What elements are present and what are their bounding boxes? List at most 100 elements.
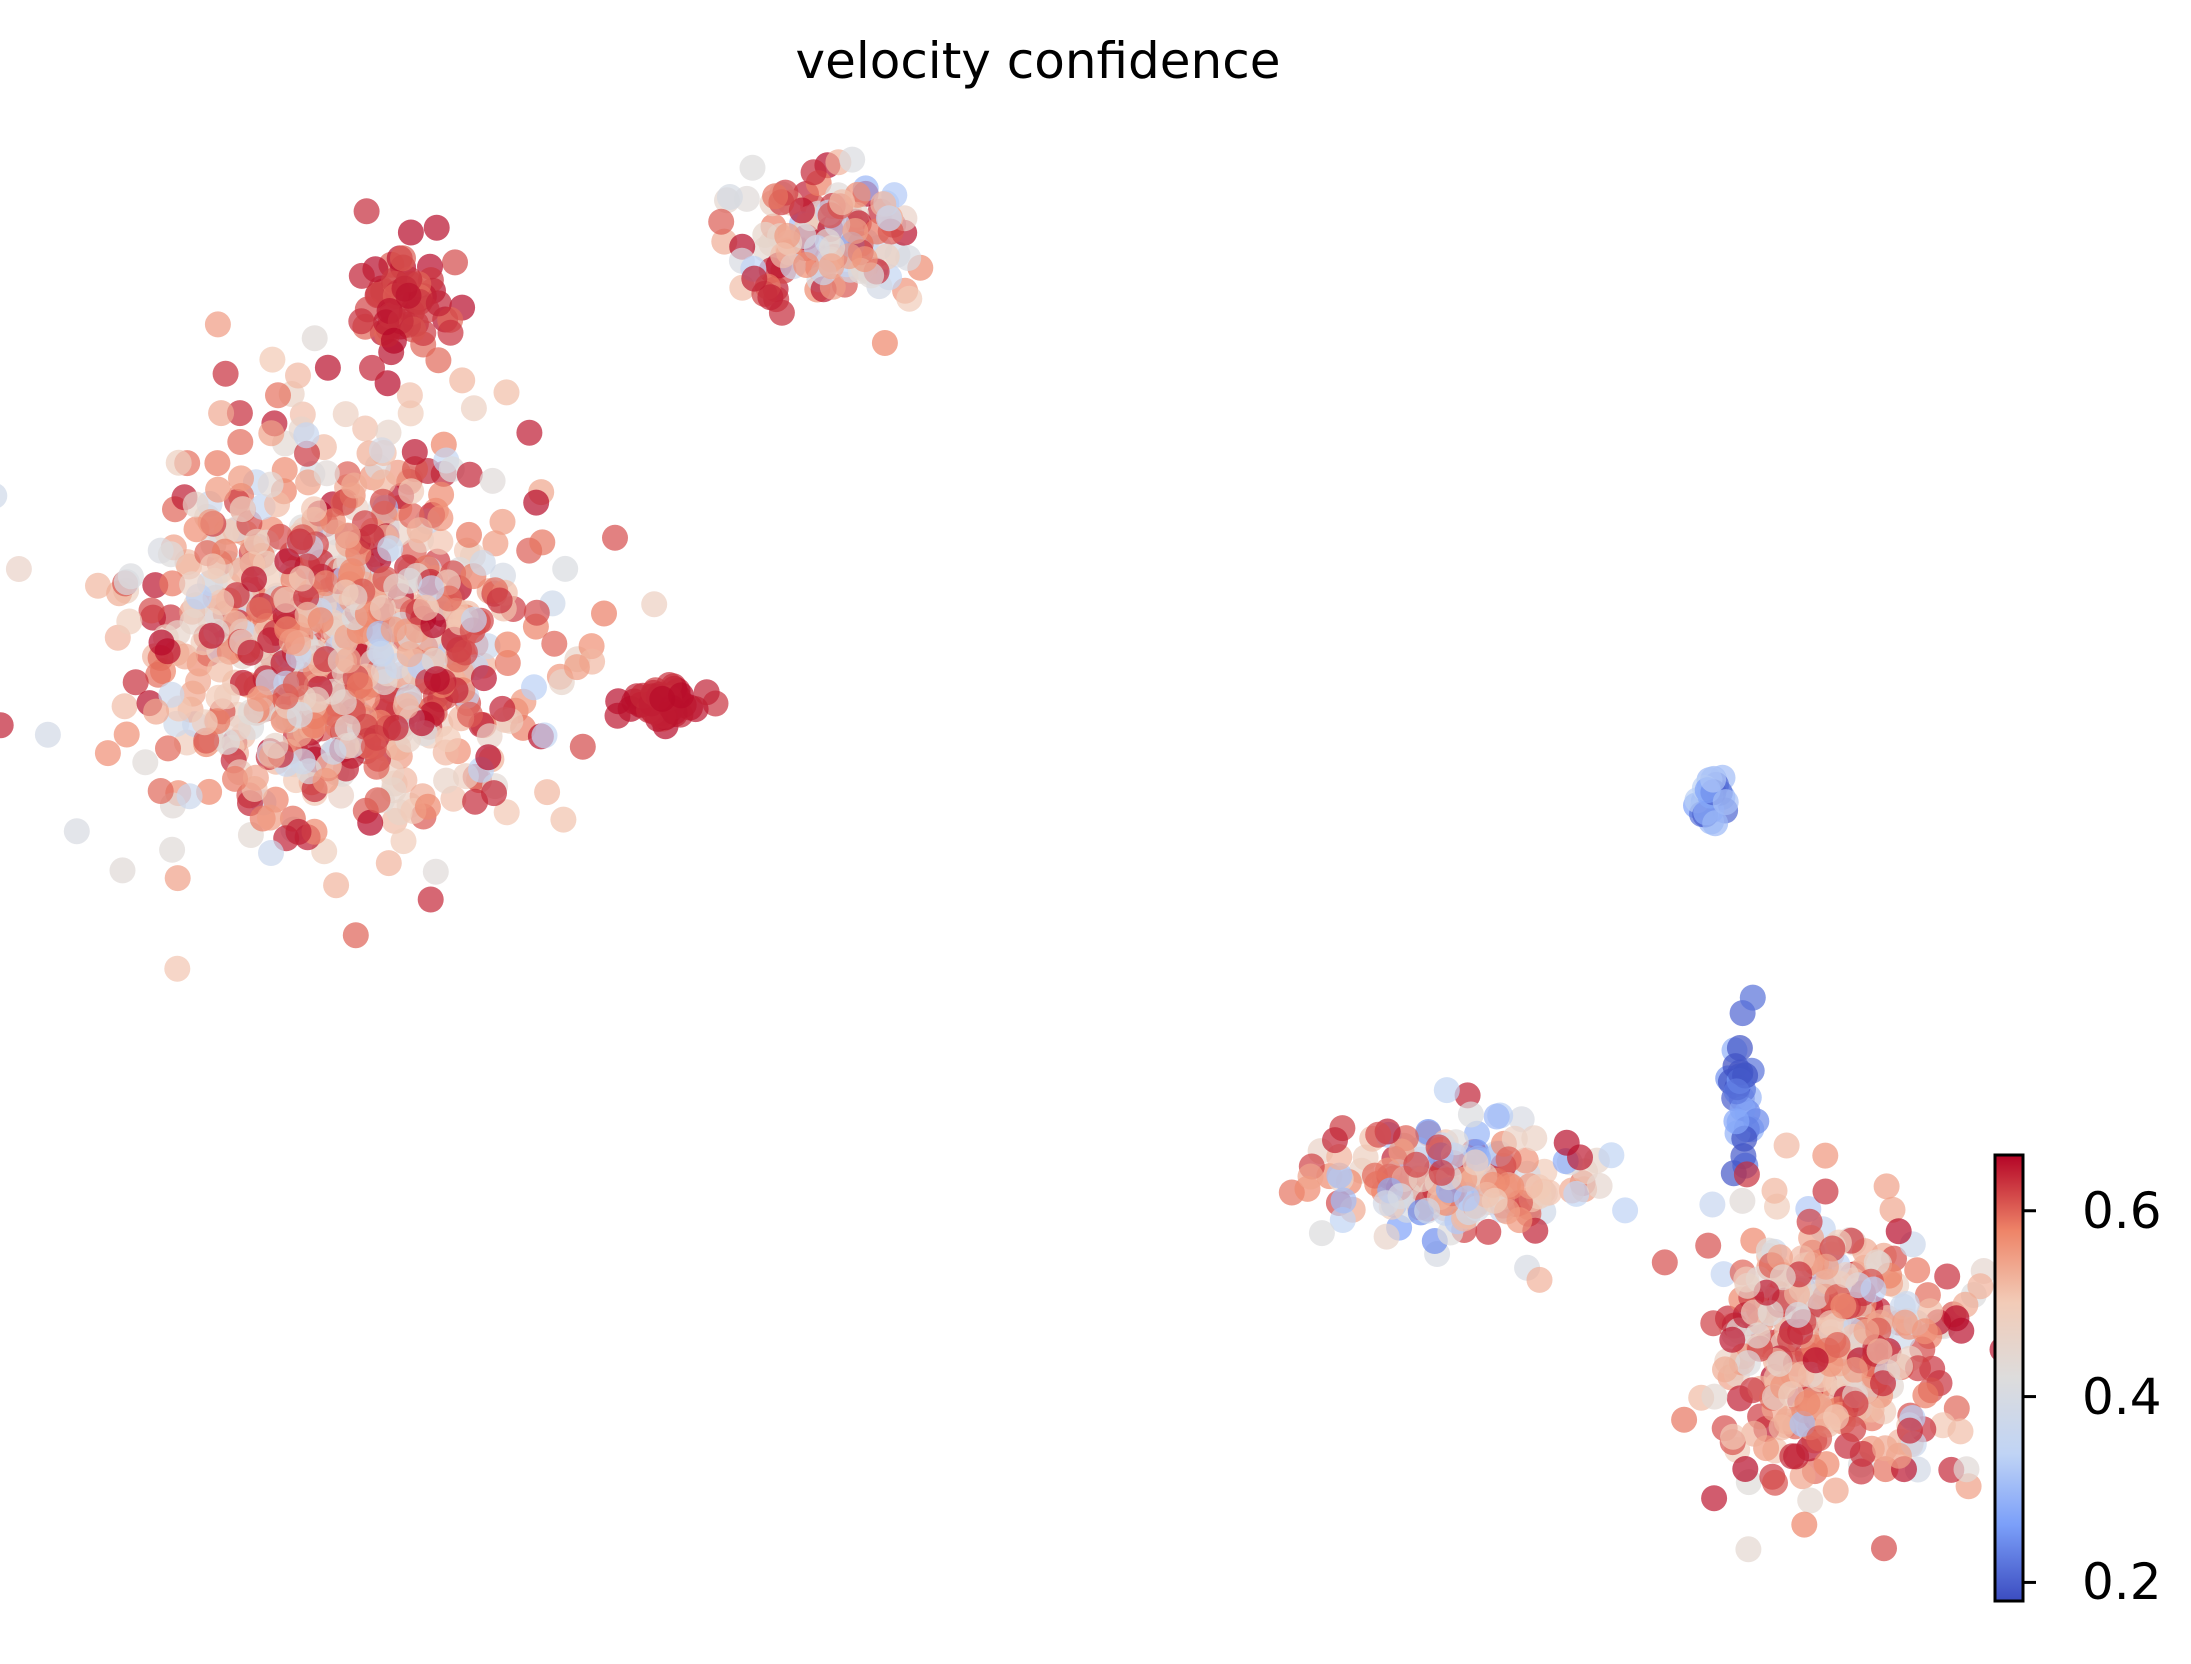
scatter-point [1671, 1406, 1698, 1433]
scatter-point [1453, 1185, 1480, 1212]
scatter-point [668, 682, 695, 709]
scatter-point [1739, 984, 1766, 1011]
scatter-point [182, 491, 209, 518]
scatter-point [451, 639, 478, 666]
scatter-point [741, 265, 768, 292]
scatter-point [1967, 1273, 1994, 1300]
scatter-point [839, 146, 866, 173]
scatter-point [1823, 1404, 1849, 1431]
scatter-point [1481, 1187, 1508, 1214]
scatter-point [1887, 1353, 1913, 1380]
scatter-point [739, 154, 766, 181]
colorbar-tick-label: 0.2 [2082, 1553, 2162, 1612]
scatter-point [380, 327, 407, 354]
scatter-point [312, 570, 339, 597]
scatter-point [159, 836, 186, 863]
scatter-point [369, 488, 396, 515]
scatter-point [330, 689, 357, 716]
scatter-point [341, 472, 368, 499]
scatter-point [1773, 1132, 1800, 1159]
scatter-point [800, 159, 827, 186]
scatter-point [842, 218, 869, 244]
scatter-point [493, 799, 520, 826]
scatter-point [1791, 1511, 1818, 1538]
scatter-point [176, 783, 203, 810]
scatter-point [1330, 1187, 1357, 1214]
scatter-point [1712, 1356, 1738, 1383]
scatter-point [1322, 1127, 1348, 1154]
scatter-point [222, 765, 248, 792]
scatter-point [1872, 1435, 1899, 1462]
scatter-point [63, 818, 90, 845]
scatter-point [335, 647, 362, 674]
scatter-point [1871, 1535, 1897, 1562]
scatter-point [423, 214, 450, 241]
scatter-point [243, 528, 270, 555]
scatter-point [1842, 1390, 1869, 1417]
scatter-point [521, 674, 547, 701]
scatter-point [258, 420, 285, 447]
scatter-point [272, 683, 299, 710]
scatter-point [278, 628, 305, 655]
scatter-point [369, 595, 396, 621]
scatter-point [214, 728, 240, 755]
scatter-point [204, 450, 231, 477]
scatter-point [380, 616, 407, 643]
scatter-point [1766, 1350, 1793, 1377]
scatter-point [1712, 789, 1739, 816]
scatter-point [138, 597, 165, 624]
scatter-point [323, 872, 350, 899]
scatter-point [774, 222, 801, 249]
scatter-point [1797, 1487, 1824, 1514]
scatter-point [368, 640, 395, 667]
chart-title: velocity confidence [795, 32, 1281, 90]
scatter-point [479, 467, 506, 494]
scatter-point [437, 319, 464, 346]
scatter-point [109, 857, 136, 884]
scatter-point [569, 733, 596, 760]
scatter-point [358, 523, 385, 550]
scatter-point [1768, 1414, 1795, 1441]
scatter-point [1433, 1077, 1460, 1104]
colorbar-frame [1993, 1153, 2025, 1603]
scatter-point [482, 530, 509, 557]
scatter-point [34, 721, 61, 748]
scatter-point [241, 566, 267, 593]
scatter-point [1710, 1261, 1737, 1288]
scatter-point [111, 693, 138, 720]
scatter-point [1475, 1218, 1502, 1245]
scatter-point [534, 779, 561, 806]
scatter-point [246, 685, 273, 712]
scatter-point [353, 198, 380, 225]
scatter-point [264, 491, 291, 518]
scatter-point [481, 780, 507, 807]
scatter-point [397, 219, 424, 246]
scatter-point [1794, 1390, 1821, 1417]
scatter-point [212, 360, 239, 387]
scatter-point [708, 208, 735, 235]
scatter-point [1729, 1187, 1756, 1214]
scatter-point [1733, 1161, 1760, 1188]
scatter-point [332, 579, 359, 606]
scatter-point [641, 591, 668, 618]
scatter-point [1329, 1207, 1356, 1233]
scatter-point [1822, 1477, 1849, 1504]
scatter-point [476, 723, 503, 750]
scatter-point [390, 245, 416, 272]
scatter-point [1365, 1121, 1392, 1148]
scatter-point [1525, 1174, 1552, 1201]
scatter-point [0, 712, 14, 739]
scatter-points [0, 146, 2016, 1563]
scatter-point [494, 650, 521, 676]
scatter-point [494, 631, 521, 658]
scatter-point [159, 570, 186, 597]
scatter-point [1943, 1305, 1970, 1332]
scatter-point [1912, 1382, 1939, 1409]
scatter-point [398, 478, 425, 505]
scatter-point [395, 282, 422, 309]
scatter-point [1425, 1134, 1452, 1161]
scatter-point [456, 521, 482, 548]
scatter-point [148, 629, 175, 656]
scatter-point [286, 701, 313, 728]
scatter-point [716, 184, 743, 210]
